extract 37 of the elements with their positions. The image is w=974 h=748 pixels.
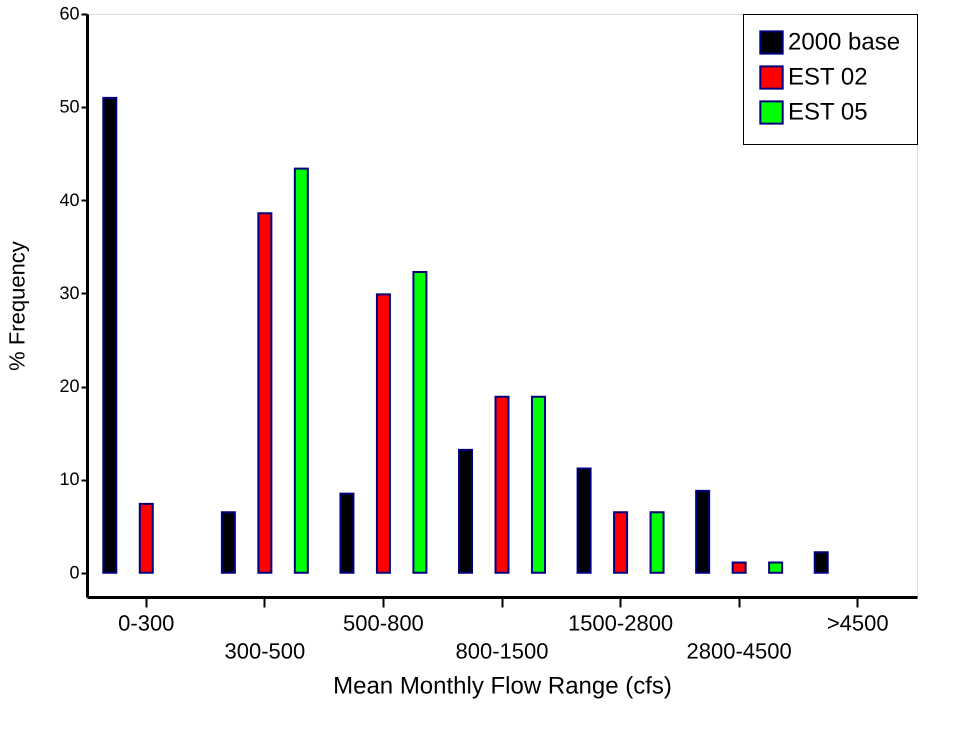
x-tick-label: 1500-2800 (568, 610, 674, 636)
bar (732, 562, 747, 574)
bar (257, 212, 272, 574)
y-tick-label: 0 (69, 562, 80, 582)
bar (339, 492, 354, 574)
legend-label: EST 02 (788, 64, 868, 90)
x-tick-label: >4500 (826, 610, 889, 636)
y-axis-title: % Frequency (4, 241, 30, 371)
bar (102, 96, 118, 574)
legend-label: EST 05 (788, 98, 868, 126)
bar (494, 396, 510, 574)
x-tick-label: 800-1500 (456, 638, 548, 664)
bar (814, 551, 829, 574)
bar (376, 293, 391, 574)
bar (412, 270, 428, 574)
bar (695, 490, 710, 574)
x-axis-title: Mean Monthly Flow Range (cfs) (333, 672, 672, 700)
y-tick-label: 10 (59, 469, 80, 490)
bar (650, 511, 665, 574)
y-tick-label: 60 (59, 4, 80, 24)
bar (576, 467, 592, 574)
y-tick-label: 40 (59, 190, 80, 210)
bar (458, 448, 474, 574)
legend-label: 2000 base (788, 28, 900, 56)
x-tick-label: 0-300 (118, 610, 174, 636)
x-tick-label: 500-800 (343, 610, 424, 636)
bar (294, 168, 309, 574)
y-tick-label: 30 (59, 282, 80, 303)
bar (138, 502, 154, 574)
x-tick-label: 2800-4500 (686, 638, 792, 664)
x-tick-label: 300-500 (224, 638, 306, 664)
y-tick-label: 50 (59, 96, 80, 117)
bar (530, 396, 546, 574)
bar (613, 511, 628, 574)
y-tick-label: 20 (59, 376, 80, 396)
bar (768, 562, 784, 574)
bar (220, 511, 236, 574)
